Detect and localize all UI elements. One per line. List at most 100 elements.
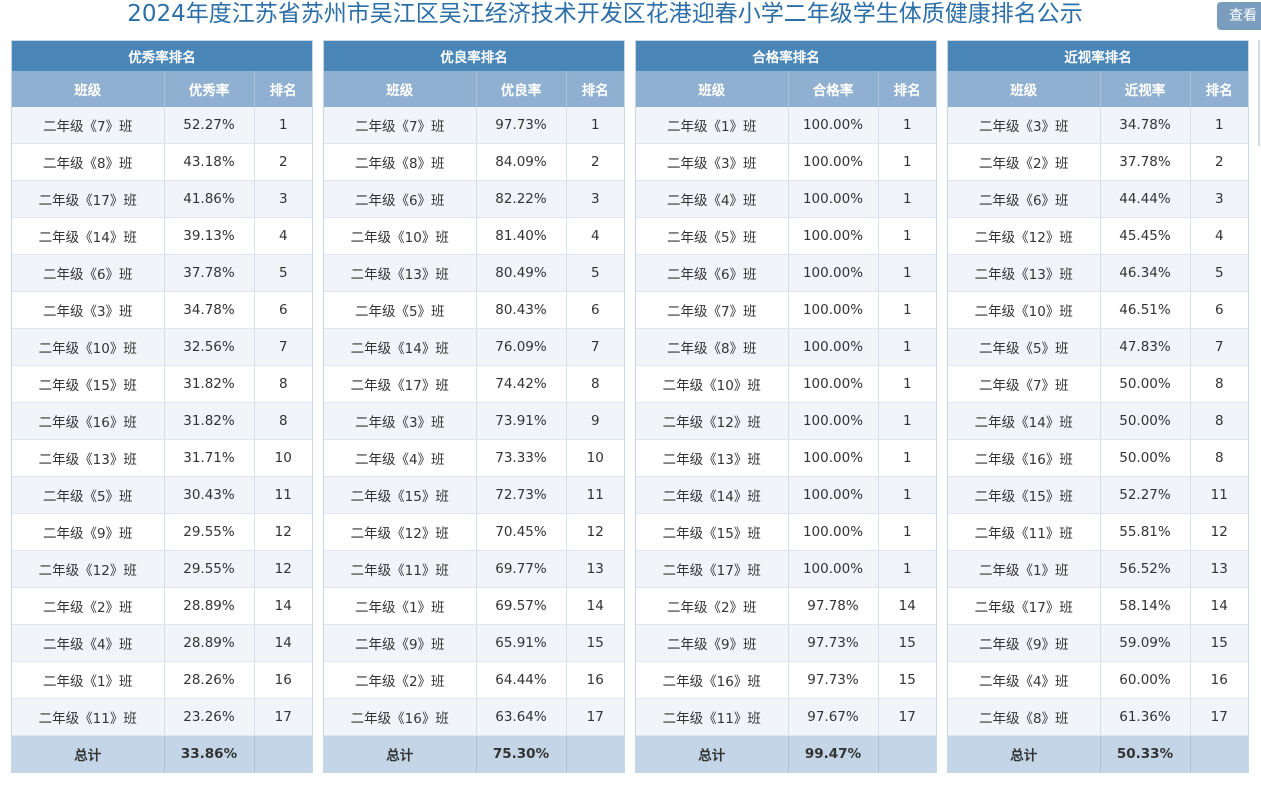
table-row: 二年级《11》班 55.81% 12: [948, 513, 1248, 551]
cell-rank: 1: [878, 550, 936, 588]
cell-rate: 39.13%: [164, 217, 255, 255]
cell-rank: 1: [878, 291, 936, 329]
table-row: 二年级《5》班 30.43% 11: [12, 476, 312, 514]
total-row: 总计 50.33%: [948, 735, 1248, 772]
cell-rank: 13: [566, 550, 624, 588]
cell-rate: 84.09%: [476, 143, 567, 181]
cell-rate: 100.00%: [788, 107, 879, 144]
cell-rank: 11: [1190, 476, 1248, 514]
table-row: 二年级《15》班 100.00% 1: [636, 513, 936, 551]
cell-rate: 63.64%: [476, 698, 567, 736]
cell-rate: 34.78%: [1100, 107, 1191, 144]
cell-class: 二年级《15》班: [324, 476, 477, 514]
cell-class: 二年级《17》班: [948, 587, 1101, 625]
cell-rate: 97.67%: [788, 698, 879, 736]
total-label: 总计: [324, 735, 477, 772]
cell-rank: 11: [254, 476, 312, 514]
cell-rank: 9: [566, 402, 624, 440]
view-button[interactable]: 查看: [1217, 2, 1261, 30]
table-caption: 优秀率排名: [12, 41, 312, 71]
table-row: 二年级《5》班 100.00% 1: [636, 217, 936, 255]
table-row: 二年级《14》班 39.13% 4: [12, 217, 312, 255]
cell-rank: 4: [1190, 217, 1248, 255]
cell-rate: 52.27%: [1100, 476, 1191, 514]
cell-rank: 16: [254, 661, 312, 699]
cell-rank: 3: [254, 180, 312, 218]
total-rank-empty: [878, 735, 936, 772]
cell-rank: 17: [566, 698, 624, 736]
cell-rank: 14: [878, 587, 936, 625]
cell-class: 二年级《3》班: [636, 143, 789, 181]
total-row: 总计 99.47%: [636, 735, 936, 772]
cell-rank: 16: [1190, 661, 1248, 699]
cell-class: 二年级《11》班: [324, 550, 477, 588]
cell-class: 二年级《5》班: [636, 217, 789, 255]
column-header-rank: 排名: [254, 71, 312, 107]
cell-rank: 8: [254, 365, 312, 403]
cell-class: 二年级《10》班: [324, 217, 477, 255]
cell-class: 二年级《13》班: [324, 254, 477, 292]
cell-rank: 1: [878, 254, 936, 292]
cell-class: 二年级《14》班: [12, 217, 165, 255]
table-row: 二年级《13》班 31.71% 10: [12, 439, 312, 477]
cell-class: 二年级《6》班: [636, 254, 789, 292]
cell-rank: 14: [254, 587, 312, 625]
total-rank-empty: [1190, 735, 1248, 772]
cell-rank: 5: [1190, 254, 1248, 292]
cell-rank: 13: [1190, 550, 1248, 588]
cell-class: 二年级《6》班: [12, 254, 165, 292]
cell-rate: 100.00%: [788, 143, 879, 181]
cell-rate: 100.00%: [788, 328, 879, 366]
table-row: 二年级《16》班 31.82% 8: [12, 402, 312, 440]
ranking-table: 合格率排名 班级 合格率 排名 二年级《1》班 100.00% 1 二年级《3》班 100.00…: [636, 41, 936, 772]
table-row: 二年级《1》班 56.52% 13: [948, 550, 1248, 588]
column-header-rate: 优良率: [476, 71, 567, 107]
cell-rank: 2: [1190, 143, 1248, 181]
cell-rate: 100.00%: [788, 291, 879, 329]
table-row: 二年级《6》班 37.78% 5: [12, 254, 312, 292]
table-row: 二年级《1》班 28.26% 16: [12, 661, 312, 699]
cell-rank: 12: [566, 513, 624, 551]
column-header-class: 班级: [948, 71, 1101, 107]
cell-rank: 5: [254, 254, 312, 292]
cell-rate: 34.78%: [164, 291, 255, 329]
table-row: 二年级《15》班 31.82% 8: [12, 365, 312, 403]
cell-class: 二年级《4》班: [324, 439, 477, 477]
cell-rate: 100.00%: [788, 513, 879, 551]
cell-class: 二年级《12》班: [12, 550, 165, 588]
column-header-class: 班级: [12, 71, 165, 107]
cell-rank: 1: [566, 107, 624, 144]
cell-rank: 14: [566, 587, 624, 625]
cell-class: 二年级《11》班: [12, 698, 165, 736]
cell-rate: 28.89%: [164, 624, 255, 662]
table-row: 二年级《8》班 100.00% 1: [636, 328, 936, 366]
panel-excellent-rate: 优秀率排名 班级 优秀率 排名 二年级《7》班 52.27% 1 二年级《8》班 43.18% 2…: [11, 40, 313, 773]
cell-rank: 1: [878, 402, 936, 440]
cell-rank: 1: [1190, 107, 1248, 144]
cell-rank: 17: [1190, 698, 1248, 736]
cell-rate: 28.26%: [164, 661, 255, 699]
total-value: 75.30%: [476, 735, 567, 772]
cell-rank: 6: [566, 291, 624, 329]
cell-rate: 97.73%: [476, 107, 567, 144]
cell-rate: 47.83%: [1100, 328, 1191, 366]
table-row: 二年级《1》班 100.00% 1: [636, 107, 936, 144]
cell-class: 二年级《2》班: [12, 587, 165, 625]
cell-rank: 17: [878, 698, 936, 736]
cell-class: 二年级《9》班: [324, 624, 477, 662]
total-label: 总计: [636, 735, 789, 772]
cell-class: 二年级《9》班: [12, 513, 165, 551]
table-row: 二年级《14》班 100.00% 1: [636, 476, 936, 514]
table-row: 二年级《12》班 100.00% 1: [636, 402, 936, 440]
cell-class: 二年级《10》班: [12, 328, 165, 366]
table-caption: 合格率排名: [636, 41, 936, 71]
cell-rate: 100.00%: [788, 476, 879, 514]
table-row: 二年级《7》班 50.00% 8: [948, 365, 1248, 403]
table-row: 二年级《11》班 97.67% 17: [636, 698, 936, 736]
cell-rate: 29.55%: [164, 513, 255, 551]
cell-class: 二年级《9》班: [948, 624, 1101, 662]
cell-rank: 15: [878, 661, 936, 699]
table-row: 二年级《5》班 47.83% 7: [948, 328, 1248, 366]
table-row: 二年级《7》班 97.73% 1: [324, 107, 624, 144]
table-row: 二年级《1》班 69.57% 14: [324, 587, 624, 625]
